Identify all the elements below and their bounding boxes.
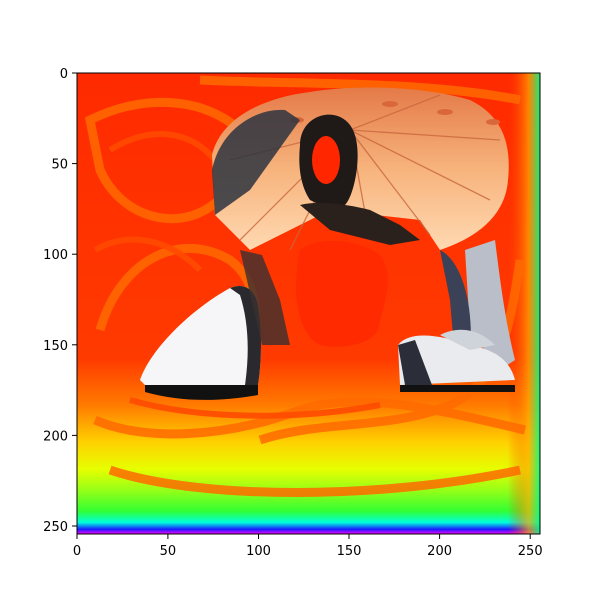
y-tick-label: 100 <box>43 248 68 263</box>
y-tick-label: 50 <box>51 158 68 173</box>
y-tick-label: 0 <box>60 67 68 82</box>
x-tick-label: 50 <box>160 544 177 559</box>
image-content <box>77 73 540 534</box>
axes-frame <box>76 72 541 535</box>
x-tick-label: 100 <box>246 544 271 559</box>
y-tick-label: 250 <box>43 520 68 535</box>
x-tick-label: 150 <box>337 544 362 559</box>
y-tick-label: 150 <box>43 339 68 354</box>
y-axis <box>72 72 77 527</box>
x-tick-label: 0 <box>73 544 81 559</box>
y-tick-labels: 0 50 100 150 200 250 <box>43 67 68 535</box>
x-tick-labels: 0 50 100 150 200 250 <box>73 544 543 559</box>
x-axis <box>76 534 531 539</box>
y-tick-label: 200 <box>43 429 68 444</box>
x-tick-label: 250 <box>518 544 543 559</box>
left-ground-region <box>140 285 261 385</box>
x-tick-label: 200 <box>427 544 452 559</box>
